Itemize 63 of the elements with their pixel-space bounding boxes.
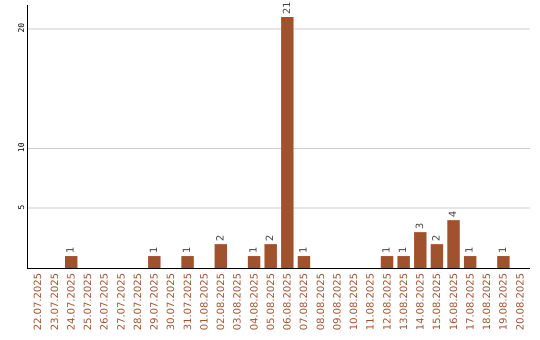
x-tick-label: 01.08.2025 <box>199 273 210 330</box>
x-tick-label: 22.07.2025 <box>33 273 44 330</box>
x-tick-label: 12.08.2025 <box>382 273 394 330</box>
data-label: 1 <box>398 246 410 254</box>
bar <box>214 244 228 268</box>
y-tick-label: 20 <box>16 22 26 33</box>
x-tick-label: 09.08.2025 <box>332 273 344 330</box>
data-label: 4 <box>448 210 460 218</box>
x-tick-label: 05.08.2025 <box>266 273 277 330</box>
x-tick-label: 15.08.2025 <box>432 273 444 330</box>
x-tick-label: 14.08.2025 <box>416 273 427 330</box>
data-label: 1 <box>148 246 160 254</box>
x-tick-label: 03.08.2025 <box>232 273 244 330</box>
bar <box>64 256 78 268</box>
x-tick-label: 18.08.2025 <box>482 273 494 330</box>
x-tick-label: 28.07.2025 <box>132 273 144 330</box>
x-tick-label: 13.08.2025 <box>398 273 410 330</box>
x-tick-label: 19.08.2025 <box>498 273 510 330</box>
x-tick-label: 24.07.2025 <box>66 273 78 330</box>
bar <box>464 256 476 268</box>
x-tick-label: 06.08.2025 <box>282 273 294 330</box>
data-label: 3 <box>414 222 426 230</box>
x-tick-label: 26.07.2025 <box>100 273 111 330</box>
data-label: 2 <box>265 234 276 242</box>
x-tick-label: 04.08.2025 <box>249 273 260 330</box>
bar <box>397 256 410 268</box>
x-tick-label: 16.08.2025 <box>448 273 460 330</box>
x-tick-label: 08.08.2025 <box>316 273 327 330</box>
data-label: 1 <box>298 246 310 254</box>
data-label: 1 <box>382 246 393 254</box>
bar <box>497 256 510 268</box>
bar <box>298 256 310 268</box>
bar <box>414 232 427 268</box>
x-tick-label: 25.07.2025 <box>83 273 94 330</box>
data-label: 1 <box>66 246 77 254</box>
data-label: 1 <box>498 246 509 254</box>
bar <box>181 256 194 268</box>
x-tick-label: 23.07.2025 <box>50 273 61 330</box>
bar <box>281 16 294 268</box>
x-tick-label: 02.08.2025 <box>216 273 228 330</box>
x-tick-label: 17.08.2025 <box>465 273 476 330</box>
bar <box>380 256 394 268</box>
bar <box>447 220 460 268</box>
x-tick-label: 11.08.2025 <box>366 273 377 330</box>
data-label: 1 <box>182 246 194 254</box>
x-tick-label: 27.07.2025 <box>116 273 128 330</box>
x-tick-label: 20.08.2025 <box>515 273 526 330</box>
data-label: 2 <box>215 234 226 242</box>
data-label: 21 <box>282 2 293 14</box>
x-tick-label: 07.08.2025 <box>299 273 310 330</box>
x-tick-label: 29.07.2025 <box>150 273 161 330</box>
x-tick-label: 10.08.2025 <box>349 273 360 330</box>
data-label: 1 <box>464 246 476 254</box>
y-tick-label: 10 <box>16 142 26 152</box>
data-label: 2 <box>431 234 442 242</box>
data-label: 1 <box>248 246 260 254</box>
x-tick-label: 30.07.2025 <box>166 273 178 330</box>
bar <box>148 256 161 268</box>
bar <box>248 256 260 268</box>
y-tick-label: 5 <box>16 204 26 210</box>
bar <box>264 244 277 268</box>
x-tick-label: 31.07.2025 <box>182 273 194 330</box>
bar <box>430 244 444 268</box>
